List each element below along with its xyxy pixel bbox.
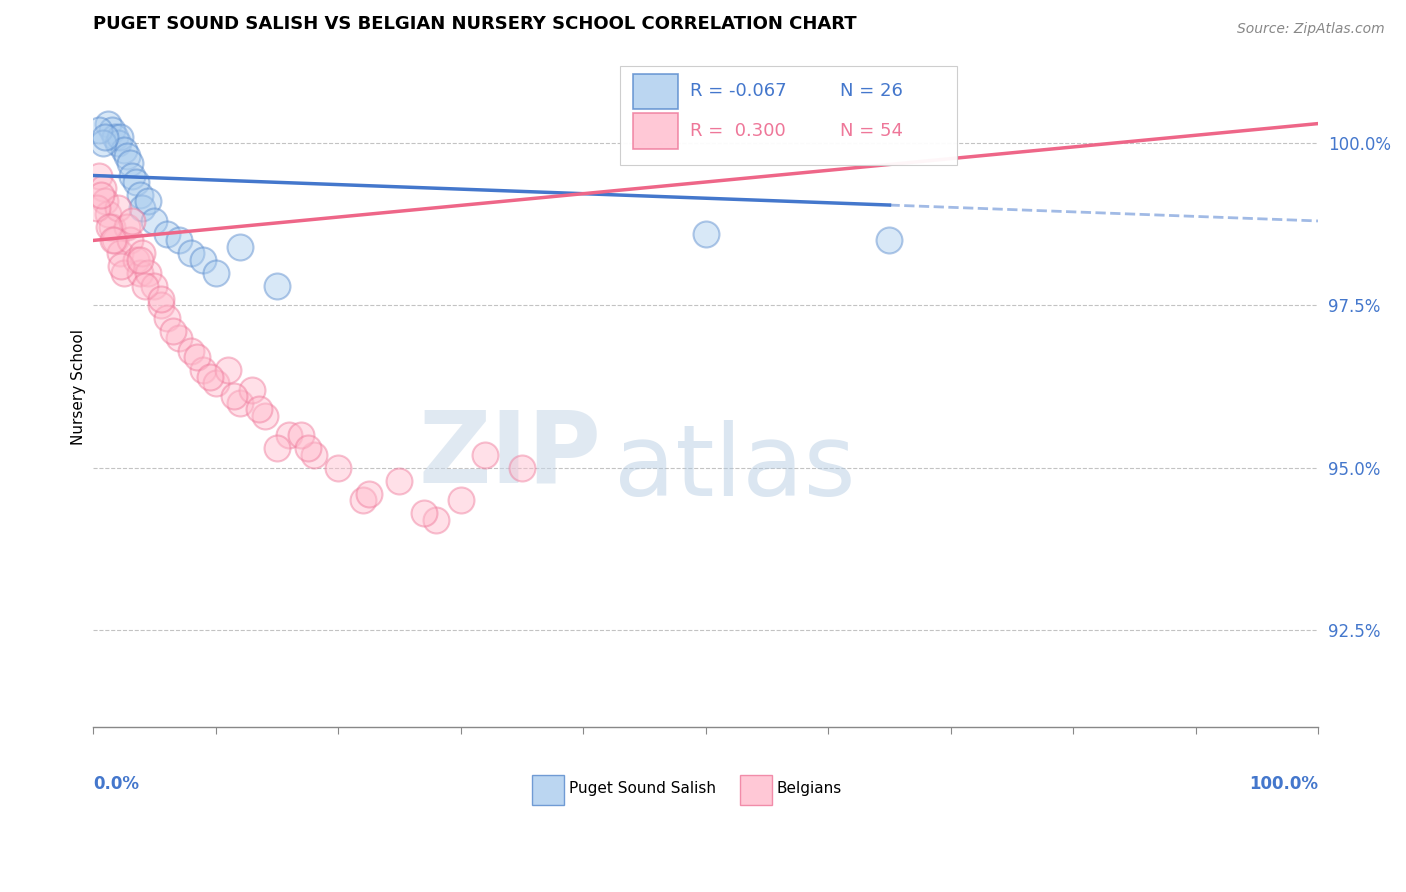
FancyBboxPatch shape	[740, 775, 772, 805]
Point	[474, 448, 496, 462]
Point	[118, 155, 141, 169]
Point	[328, 460, 350, 475]
Point	[193, 252, 215, 267]
Point	[198, 369, 221, 384]
Point	[180, 246, 202, 260]
Point	[131, 246, 153, 260]
Point	[128, 266, 150, 280]
Point	[425, 513, 447, 527]
Text: R = -0.067: R = -0.067	[690, 82, 786, 100]
Text: PUGET SOUND SALISH VS BELGIAN NURSERY SCHOOL CORRELATION CHART: PUGET SOUND SALISH VS BELGIAN NURSERY SC…	[93, 15, 856, 33]
Point	[107, 136, 129, 150]
Point	[125, 252, 148, 267]
Point	[167, 234, 190, 248]
Point	[143, 278, 166, 293]
Point	[352, 493, 374, 508]
Point	[290, 428, 312, 442]
Point	[266, 278, 288, 293]
Point	[136, 266, 159, 280]
Point	[879, 234, 901, 248]
Point	[104, 234, 127, 248]
Point	[107, 201, 129, 215]
Point	[413, 506, 436, 520]
Point	[302, 448, 325, 462]
Point	[204, 376, 226, 391]
Point	[100, 220, 122, 235]
Point	[450, 493, 472, 508]
Text: Puget Sound Salish: Puget Sound Salish	[568, 781, 716, 797]
Text: 0.0%: 0.0%	[93, 775, 139, 793]
Point	[108, 129, 131, 144]
Point	[112, 266, 135, 280]
Point	[97, 207, 120, 221]
Point	[128, 252, 150, 267]
Point	[118, 234, 141, 248]
Point	[217, 363, 239, 377]
Point	[98, 220, 121, 235]
Point	[134, 278, 156, 293]
Point	[162, 324, 184, 338]
Point	[91, 181, 114, 195]
Text: 100.0%: 100.0%	[1250, 775, 1319, 793]
Point	[89, 123, 111, 137]
Point	[101, 234, 124, 248]
FancyBboxPatch shape	[634, 74, 678, 109]
Text: R =  0.300: R = 0.300	[690, 122, 786, 140]
Point	[136, 194, 159, 209]
Point	[143, 214, 166, 228]
Point	[156, 227, 179, 241]
Point	[510, 460, 533, 475]
Point	[110, 260, 132, 274]
Point	[117, 220, 139, 235]
Point	[121, 214, 143, 228]
Point	[167, 331, 190, 345]
Point	[97, 117, 120, 131]
Point	[149, 292, 172, 306]
Text: N = 54: N = 54	[841, 122, 904, 140]
Point	[388, 474, 411, 488]
Point	[90, 188, 112, 202]
Point	[112, 143, 135, 157]
Point	[242, 383, 264, 397]
Point	[247, 402, 270, 417]
Point	[156, 311, 179, 326]
Point	[229, 240, 252, 254]
Text: ZIP: ZIP	[419, 406, 602, 503]
Point	[125, 175, 148, 189]
Point	[695, 227, 717, 241]
Text: N = 26: N = 26	[841, 82, 904, 100]
Point	[204, 266, 226, 280]
Point	[104, 129, 127, 144]
Y-axis label: Nursery School: Nursery School	[72, 328, 86, 444]
Text: Belgians: Belgians	[776, 781, 842, 797]
Point	[100, 123, 122, 137]
Point	[297, 441, 319, 455]
Point	[128, 188, 150, 202]
Point	[86, 201, 108, 215]
Point	[229, 395, 252, 409]
Text: atlas: atlas	[614, 420, 855, 516]
Point	[94, 194, 117, 209]
Point	[91, 136, 114, 150]
Point	[117, 149, 139, 163]
Point	[89, 169, 111, 183]
Point	[357, 486, 380, 500]
Point	[266, 441, 288, 455]
Point	[278, 428, 301, 442]
FancyBboxPatch shape	[531, 775, 564, 805]
FancyBboxPatch shape	[634, 113, 678, 149]
Point	[108, 246, 131, 260]
Point	[186, 351, 208, 365]
Point	[121, 169, 143, 183]
FancyBboxPatch shape	[620, 66, 957, 165]
Point	[94, 129, 117, 144]
Point	[222, 389, 245, 403]
Point	[180, 343, 202, 358]
Point	[131, 201, 153, 215]
Point	[149, 298, 172, 312]
Point	[193, 363, 215, 377]
Point	[253, 409, 276, 423]
Text: Source: ZipAtlas.com: Source: ZipAtlas.com	[1237, 22, 1385, 37]
